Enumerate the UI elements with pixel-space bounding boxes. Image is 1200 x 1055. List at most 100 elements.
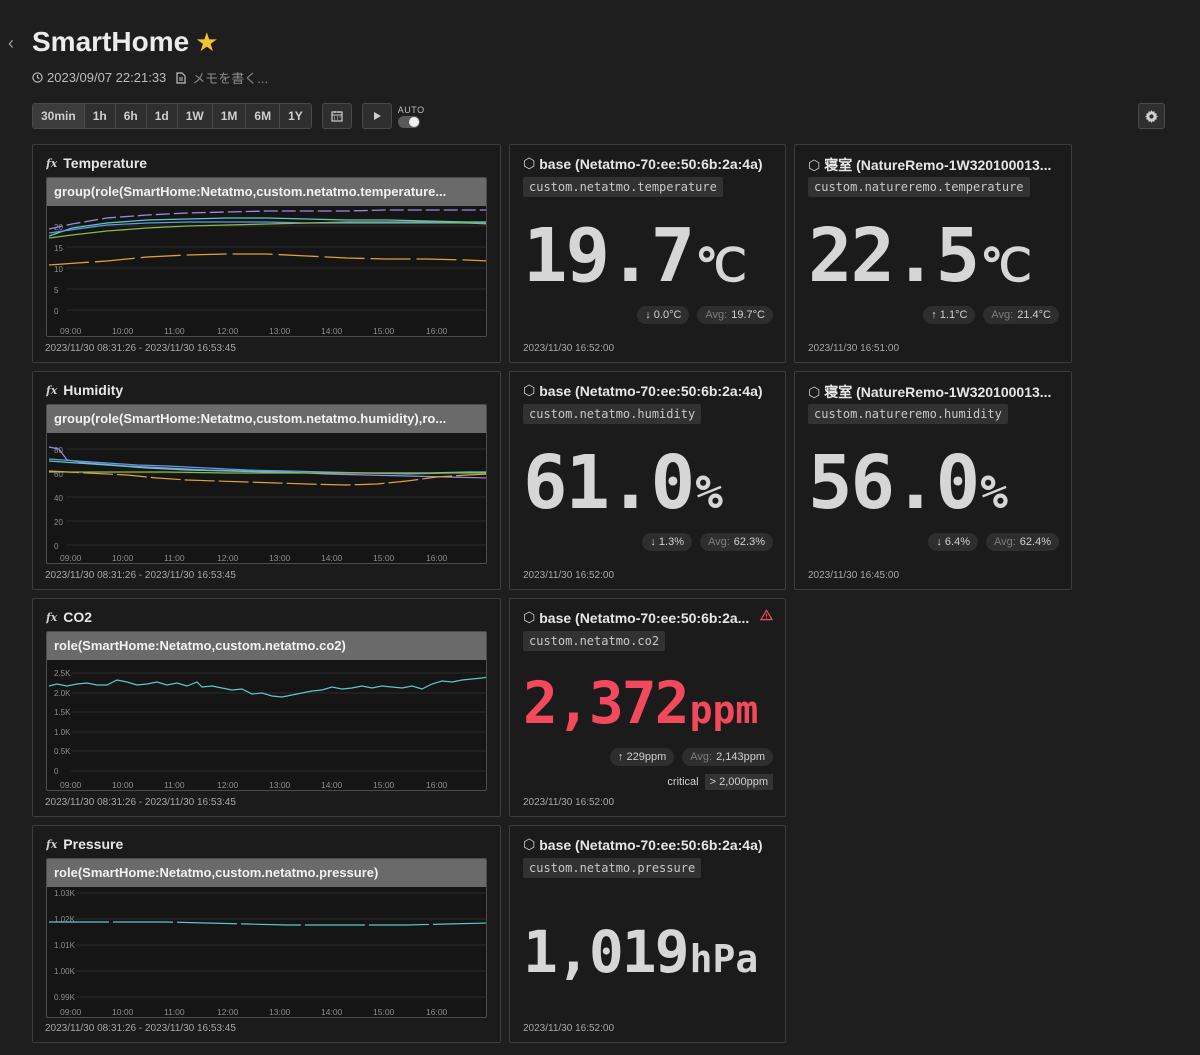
x-tick-label: 13:00 bbox=[269, 1007, 291, 1017]
x-tick-label: 11:00 bbox=[164, 326, 185, 336]
y-tick-label: 15 bbox=[54, 244, 63, 253]
metric-tag: custom.netatmo.co2 bbox=[523, 631, 666, 651]
y-tick-label: 20 bbox=[54, 518, 63, 527]
stat-summary: ↓ 6.4% Avg: 62.4% bbox=[928, 533, 1059, 551]
stat-value: 56.0% bbox=[808, 440, 1008, 526]
y-tick-label: 0 bbox=[54, 542, 59, 551]
last-updated: 2023/11/30 16:51:00 bbox=[808, 343, 900, 354]
cube-icon: ⬡ bbox=[523, 155, 536, 171]
x-tick-label: 14:00 bbox=[321, 326, 343, 336]
range-6h-button[interactable]: 6h bbox=[115, 104, 147, 128]
arrow-down-icon: ↓ bbox=[645, 309, 654, 321]
delta-badge: ↑ 229ppm bbox=[609, 748, 675, 766]
warning-icon[interactable] bbox=[760, 609, 773, 621]
metric-tag: custom.netatmo.pressure bbox=[523, 858, 702, 878]
y-tick-label: 1.02K bbox=[54, 915, 76, 924]
toolbar: 30min 1h 6h 1d 1W 1M 6M 1Y AUTO bbox=[32, 103, 425, 129]
x-tick-label: 12:00 bbox=[217, 553, 239, 563]
panel-title: ⬡ base (Netatmo-70:ee:50:6b:2a:4a) bbox=[523, 836, 763, 853]
x-tick-label: 16:00 bbox=[426, 1007, 448, 1017]
chart-area[interactable]: role(SmartHome:Netatmo,custom.netatmo.co… bbox=[46, 631, 487, 791]
settings-button[interactable] bbox=[1138, 103, 1165, 129]
y-tick-label: 10 bbox=[54, 265, 63, 274]
critical-value: > 2,000ppm bbox=[704, 774, 773, 790]
range-1h-button[interactable]: 1h bbox=[84, 104, 116, 128]
pressure-base-stat-panel: ⬡ base (Netatmo-70:ee:50:6b:2a:4a) custom… bbox=[509, 825, 786, 1043]
y-tick-label: 0.5K bbox=[54, 747, 71, 756]
back-chevron-icon[interactable]: ‹ bbox=[8, 33, 14, 53]
humidity-plot: 80 60 40 20 0 09:00 10:00 11:00 12:00 13… bbox=[48, 446, 486, 563]
time-range-label: 2023/11/30 08:31:26 - 2023/11/30 16:53:4… bbox=[45, 1023, 236, 1034]
page-title: SmartHome ★ bbox=[32, 26, 219, 57]
stat-value: 2,372ppm bbox=[523, 669, 759, 737]
calendar-button[interactable] bbox=[321, 103, 352, 129]
chart-query: group(role(SmartHome:Netatmo,custom.neta… bbox=[47, 178, 486, 206]
memo-input[interactable]: メモを書く... bbox=[192, 71, 269, 86]
auto-refresh-toggle[interactable] bbox=[397, 115, 420, 128]
x-tick-label: 09:00 bbox=[60, 326, 82, 336]
panel-title: ⬡ base (Netatmo-70:ee:50:6b:2a... bbox=[523, 609, 750, 626]
auto-refresh: AUTO bbox=[397, 104, 425, 128]
x-tick-label: 11:00 bbox=[164, 553, 185, 563]
range-1y-button[interactable]: 1Y bbox=[280, 104, 311, 128]
arrow-down-icon: ↓ bbox=[936, 536, 945, 548]
range-1m-button[interactable]: 1M bbox=[212, 104, 247, 128]
chart-area[interactable]: role(SmartHome:Netatmo,custom.netatmo.pr… bbox=[46, 858, 487, 1018]
function-icon: fx bbox=[46, 837, 58, 851]
x-tick-label: 14:00 bbox=[321, 780, 343, 790]
last-updated: 2023/11/30 16:52:00 bbox=[523, 343, 615, 354]
temperature-remo-stat-panel: ⬡ 寝室 (NatureRemo-1W320100013... custom.na… bbox=[794, 144, 1072, 363]
stat-value: 19.7℃ bbox=[523, 213, 747, 299]
function-icon: fx bbox=[46, 156, 58, 170]
auto-label: AUTO bbox=[397, 104, 425, 115]
last-updated: 2023/11/30 16:52:00 bbox=[523, 1023, 615, 1034]
y-tick-label: 60 bbox=[54, 470, 63, 479]
y-tick-label: 5 bbox=[54, 286, 59, 295]
x-tick-label: 15:00 bbox=[373, 780, 395, 790]
x-tick-label: 10:00 bbox=[112, 1007, 134, 1017]
stat-summary: ↓ 1.3% Avg: 62.3% bbox=[642, 533, 773, 551]
document-icon bbox=[176, 71, 186, 84]
x-tick-label: 11:00 bbox=[164, 1007, 185, 1017]
dashboard-datetime: 2023/09/07 22:21:33 bbox=[47, 70, 167, 85]
y-tick-label: 1.00K bbox=[54, 967, 76, 976]
range-1d-button[interactable]: 1d bbox=[146, 104, 178, 128]
favorite-star-icon[interactable]: ★ bbox=[195, 27, 219, 57]
clock-icon bbox=[32, 72, 43, 83]
avg-badge: Avg: 62.4% bbox=[985, 533, 1059, 551]
toggle-knob bbox=[408, 116, 419, 127]
gear-icon bbox=[1145, 109, 1158, 123]
range-30min-button[interactable]: 30min bbox=[33, 104, 85, 128]
x-tick-label: 09:00 bbox=[60, 780, 82, 790]
chart-area[interactable]: group(role(SmartHome:Netatmo,custom.neta… bbox=[46, 177, 487, 337]
play-button[interactable] bbox=[361, 103, 392, 129]
avg-badge: Avg: 62.3% bbox=[699, 533, 773, 551]
last-updated: 2023/11/30 16:52:00 bbox=[523, 797, 615, 808]
cube-icon: ⬡ bbox=[523, 609, 536, 625]
y-tick-label: 0 bbox=[54, 307, 59, 316]
temperature-chart-panel: fx Temperature group(role(SmartHome:Netat… bbox=[32, 144, 501, 363]
metric-tag: custom.netatmo.temperature bbox=[523, 177, 723, 197]
cube-icon: ⬡ bbox=[808, 156, 821, 173]
x-tick-label: 11:00 bbox=[164, 780, 185, 790]
humidity-remo-stat-panel: ⬡ 寝室 (NatureRemo-1W320100013... custom.na… bbox=[794, 371, 1072, 590]
co2-chart-panel: fx CO2 role(SmartHome:Netatmo,custom.neta… bbox=[32, 598, 501, 817]
x-tick-label: 13:00 bbox=[269, 780, 291, 790]
x-tick-label: 10:00 bbox=[112, 780, 134, 790]
stat-value: 61.0% bbox=[523, 440, 723, 526]
x-tick-label: 15:00 bbox=[373, 553, 395, 563]
stat-summary: ↑ 1.1°C Avg: 21.4°C bbox=[923, 306, 1059, 324]
range-1w-button[interactable]: 1W bbox=[177, 104, 213, 128]
chart-query: role(SmartHome:Netatmo,custom.netatmo.pr… bbox=[47, 859, 486, 887]
y-tick-label: 80 bbox=[54, 446, 63, 455]
chart-area[interactable]: group(role(SmartHome:Netatmo,custom.neta… bbox=[46, 404, 487, 564]
x-tick-label: 15:00 bbox=[373, 326, 395, 336]
temperature-plot: 20 15 10 5 0 09:00 10:00 11:00 12:00 13:… bbox=[48, 209, 486, 336]
range-6m-button[interactable]: 6M bbox=[246, 104, 281, 128]
time-range-label: 2023/11/30 08:31:26 - 2023/11/30 16:53:4… bbox=[45, 797, 236, 808]
time-range-label: 2023/11/30 08:31:26 - 2023/11/30 16:53:4… bbox=[45, 570, 236, 581]
x-tick-label: 12:00 bbox=[217, 1007, 239, 1017]
calendar-icon bbox=[331, 111, 343, 122]
stat-summary: ↓ 0.0°C Avg: 19.7°C bbox=[637, 306, 773, 324]
arrow-up-icon: ↑ bbox=[931, 309, 940, 321]
